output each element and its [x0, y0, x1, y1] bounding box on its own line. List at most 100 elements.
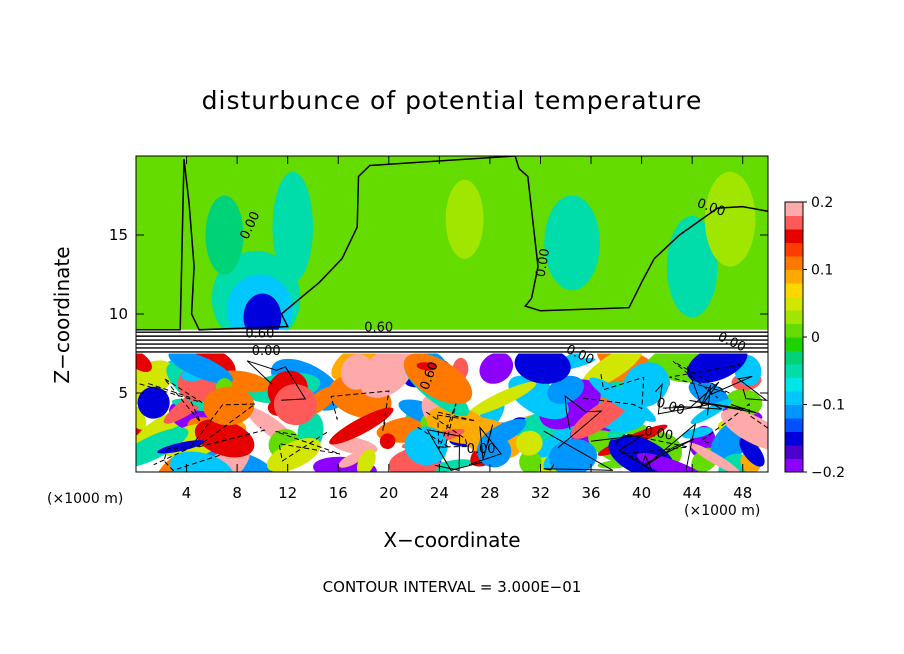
colorbar-segment — [785, 364, 803, 378]
colorbar-segment — [785, 269, 803, 284]
contour-line — [643, 422, 697, 471]
colorbar-segment — [785, 256, 803, 270]
lower-anomaly-blob — [136, 427, 189, 468]
lower-anomaly-blob — [379, 433, 396, 449]
contour-line — [700, 402, 768, 444]
upper-anomaly-blob — [272, 171, 313, 283]
colorbar-segment — [785, 229, 803, 243]
contour-line — [275, 431, 341, 462]
contour-line — [590, 434, 654, 472]
x-unit-label-left: (×1000 m) — [47, 491, 124, 507]
colorbar: 0.2 0.1 0 −0.1 −0.2 — [784, 195, 845, 481]
contour-line — [710, 375, 768, 401]
lower-anomaly-blob — [404, 426, 448, 466]
colorbar-segment — [785, 445, 803, 459]
y-tick-label: 15 — [109, 226, 128, 244]
lower-anomaly-blob — [329, 407, 394, 445]
x-unit-label-right: (×1000 m) — [684, 503, 761, 519]
zero-contour — [136, 156, 768, 331]
y-tick-label: 10 — [109, 305, 128, 323]
contour-line — [468, 424, 502, 466]
lower-anomaly-blob — [203, 386, 255, 426]
colorbar-tick-label: −0.2 — [811, 465, 845, 481]
colorbar-segment — [785, 458, 803, 473]
contour-label: 0.60 — [245, 327, 274, 342]
colorbar-segment — [785, 418, 803, 432]
lower-anomaly-blob — [467, 381, 537, 417]
colorbar-segment — [785, 337, 803, 351]
plot-area — [136, 156, 768, 472]
lower-anomaly-blob — [356, 449, 376, 472]
x-tick-label: 36 — [581, 484, 600, 502]
contour-line — [437, 403, 476, 450]
lower-anomaly-blob — [519, 449, 542, 472]
x-tick-label: 32 — [531, 484, 550, 502]
contour-line — [153, 446, 220, 471]
contour-line — [655, 382, 722, 415]
lower-anomaly-blob — [359, 347, 414, 398]
upper-anomaly-blob — [544, 195, 600, 291]
upper-anomaly-blob — [445, 179, 484, 259]
contour-line — [330, 390, 390, 431]
lower-anomaly-blob — [266, 438, 321, 472]
colorbar-segment — [785, 377, 803, 392]
lower-anomaly-blob — [514, 346, 571, 384]
lower-anomaly-blob — [739, 436, 765, 467]
contour-line — [669, 360, 743, 399]
contour-label: 0.00 — [467, 442, 496, 457]
x-axis-label: X−coordinate — [383, 528, 521, 552]
colorbar-tick-label: 0 — [811, 330, 820, 346]
lower-anomaly-blob — [516, 430, 543, 456]
contour-line — [662, 381, 720, 416]
contour-line — [543, 430, 614, 471]
lower-anomaly-blob — [194, 418, 255, 458]
colorbar-segment — [785, 350, 803, 365]
contour-line — [246, 360, 307, 401]
x-tick-label: 16 — [329, 484, 348, 502]
lower-anomaly-blob — [137, 386, 170, 419]
x-tick-label: 8 — [232, 484, 242, 502]
x-tick-label: 12 — [278, 484, 297, 502]
colorbar-tick-label: 0.1 — [811, 263, 833, 279]
x-tick-label: 28 — [480, 484, 499, 502]
lower-anomaly-blob — [340, 354, 374, 390]
x-tick-label: 20 — [379, 484, 398, 502]
lower-anomaly-blob — [273, 384, 318, 426]
contour-label: 0.00 — [643, 424, 674, 444]
x-tick-label: 40 — [632, 484, 651, 502]
lower-anomaly-blob — [725, 389, 763, 417]
colorbar-segment — [785, 202, 803, 216]
contour-line — [426, 428, 483, 472]
colorbar-segment — [785, 404, 803, 419]
colorbar-segment — [785, 296, 803, 311]
contour-interval-note: CONTOUR INTERVAL = 3.000E−01 — [322, 578, 582, 596]
x-tick-label: 44 — [683, 484, 702, 502]
upper-anomaly-blob — [704, 171, 756, 267]
contour-line — [615, 433, 689, 460]
lower-anomaly-blob — [479, 352, 514, 384]
x-tick-label: 24 — [430, 484, 449, 502]
contour-line — [686, 366, 757, 414]
lower-anomaly-blob — [720, 409, 768, 452]
lower-anomaly-blob — [416, 362, 437, 371]
contour-label: 0.00 — [533, 247, 553, 278]
y-axis-label: Z−coordinate — [50, 246, 74, 384]
lower-anomaly-blob — [547, 375, 584, 404]
upper-anomaly-blob — [205, 195, 244, 275]
lower-anomaly-blob — [581, 344, 644, 389]
colorbar-segment — [785, 215, 803, 230]
contour-line — [190, 403, 266, 448]
lower-anomaly-blob — [136, 349, 152, 373]
x-tick-label: 4 — [182, 484, 192, 502]
inversion-band — [136, 329, 768, 354]
contour-line — [136, 378, 203, 423]
chart-title: disturbunce of potential temperature — [201, 86, 703, 115]
x-tick-label: 48 — [733, 484, 752, 502]
contour-line — [583, 373, 645, 410]
colorbar-segment — [785, 283, 803, 297]
lower-anomaly-blob — [636, 453, 710, 472]
colorbar-segment — [785, 323, 803, 338]
lower-anomaly-blob — [689, 442, 741, 472]
